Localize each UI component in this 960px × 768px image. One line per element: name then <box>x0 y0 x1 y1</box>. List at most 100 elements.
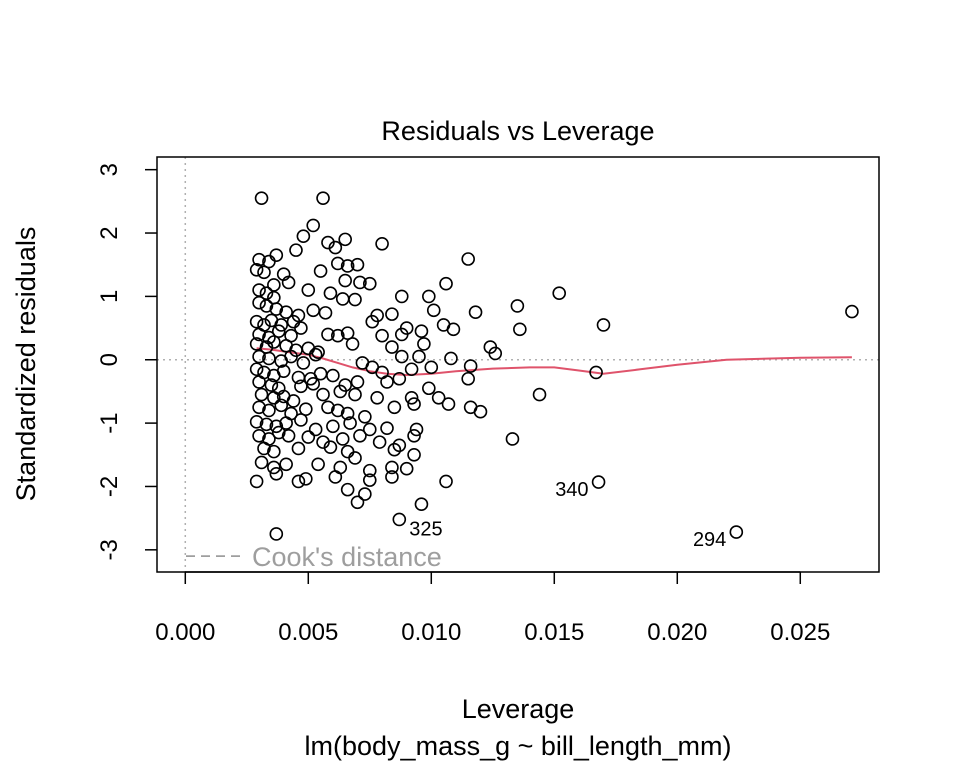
data-point <box>439 276 453 291</box>
data-point <box>252 327 266 342</box>
x-tick-label: 0.000 <box>155 619 215 646</box>
data-point <box>446 322 461 337</box>
data-point <box>276 364 291 378</box>
data-point <box>350 375 365 389</box>
data-point <box>407 397 421 411</box>
data-point <box>262 403 276 418</box>
data-point <box>311 457 325 472</box>
data-point <box>409 422 424 437</box>
data-point <box>252 283 266 297</box>
data-point <box>299 402 313 416</box>
data-point <box>291 441 306 456</box>
data-point <box>370 390 384 405</box>
model-formula-subtitle: lm(body_mass_g ~ bill_length_mm) <box>305 731 732 761</box>
data-point <box>358 409 372 424</box>
data-point <box>407 428 421 443</box>
data-point <box>252 400 266 415</box>
data-point <box>394 289 409 304</box>
data-point <box>267 278 281 292</box>
data-point <box>257 265 271 280</box>
data-point <box>365 314 380 329</box>
data-point <box>353 275 367 290</box>
data-point <box>407 447 421 462</box>
data-point <box>426 303 441 318</box>
data-point <box>269 302 284 316</box>
data-point <box>505 432 520 446</box>
data-point <box>267 390 281 405</box>
data-point <box>326 368 340 383</box>
data-point <box>385 340 399 354</box>
data-point <box>306 377 321 391</box>
data-point <box>362 473 377 487</box>
data-point <box>262 254 276 269</box>
data-point <box>348 387 362 402</box>
data-point <box>296 356 311 370</box>
data-point <box>338 232 352 247</box>
data-point <box>333 384 348 399</box>
data-point <box>271 324 286 339</box>
y-tick-label: -1 <box>96 412 123 433</box>
data-point <box>392 512 407 527</box>
data-point <box>313 264 328 278</box>
data-point <box>264 378 279 392</box>
data-point <box>328 240 343 255</box>
data-point <box>362 422 377 437</box>
data-point <box>473 404 488 419</box>
data-point <box>350 257 365 272</box>
data-point <box>331 403 345 418</box>
data-point <box>387 442 402 457</box>
data-point <box>424 360 439 375</box>
data-point <box>331 256 345 271</box>
data-point <box>291 474 306 489</box>
data-point <box>316 191 330 205</box>
data-point <box>513 322 527 337</box>
point-label-340: 340 <box>555 479 588 501</box>
data-point <box>375 237 389 251</box>
data-point <box>252 349 266 364</box>
data-point <box>387 400 402 415</box>
x-tick-label: 0.010 <box>401 619 461 646</box>
data-point <box>345 337 360 351</box>
data-point <box>254 455 269 470</box>
data-point <box>326 419 340 434</box>
data-point <box>294 321 308 335</box>
data-point <box>257 441 271 456</box>
data-point <box>323 440 338 454</box>
data-point <box>343 416 357 430</box>
data-point <box>335 432 350 446</box>
data-point <box>286 394 301 408</box>
x-tick-label: 0.015 <box>524 619 584 646</box>
y-tick-label: 1 <box>96 290 123 303</box>
data-point <box>340 444 355 459</box>
x-axis-title: Leverage <box>462 694 575 724</box>
data-point <box>252 295 266 310</box>
data-point <box>271 425 286 440</box>
data-point <box>468 305 483 320</box>
y-tick-label: -3 <box>96 539 123 560</box>
x-tick-label: 0.005 <box>278 619 338 646</box>
data-point <box>306 303 321 318</box>
data-point <box>299 472 313 486</box>
data-point <box>358 487 372 501</box>
data-point <box>274 398 289 413</box>
y-axis-title: Standardized residuals <box>11 227 41 502</box>
data-point <box>259 299 274 313</box>
data-point <box>308 422 323 437</box>
data-point <box>249 337 264 351</box>
data-point <box>340 326 355 340</box>
data-point <box>267 460 281 475</box>
data-point <box>399 461 414 476</box>
data-point <box>439 474 453 489</box>
data-point <box>348 451 362 465</box>
data-point <box>269 248 284 263</box>
data-point <box>463 359 478 373</box>
data-point <box>284 349 298 364</box>
chart-title: Residuals vs Leverage <box>381 116 654 146</box>
data-point <box>461 371 475 386</box>
data-point <box>596 318 611 332</box>
data-point <box>510 299 525 313</box>
data-point <box>385 460 399 475</box>
data-point <box>254 191 269 205</box>
data-point <box>301 430 316 444</box>
